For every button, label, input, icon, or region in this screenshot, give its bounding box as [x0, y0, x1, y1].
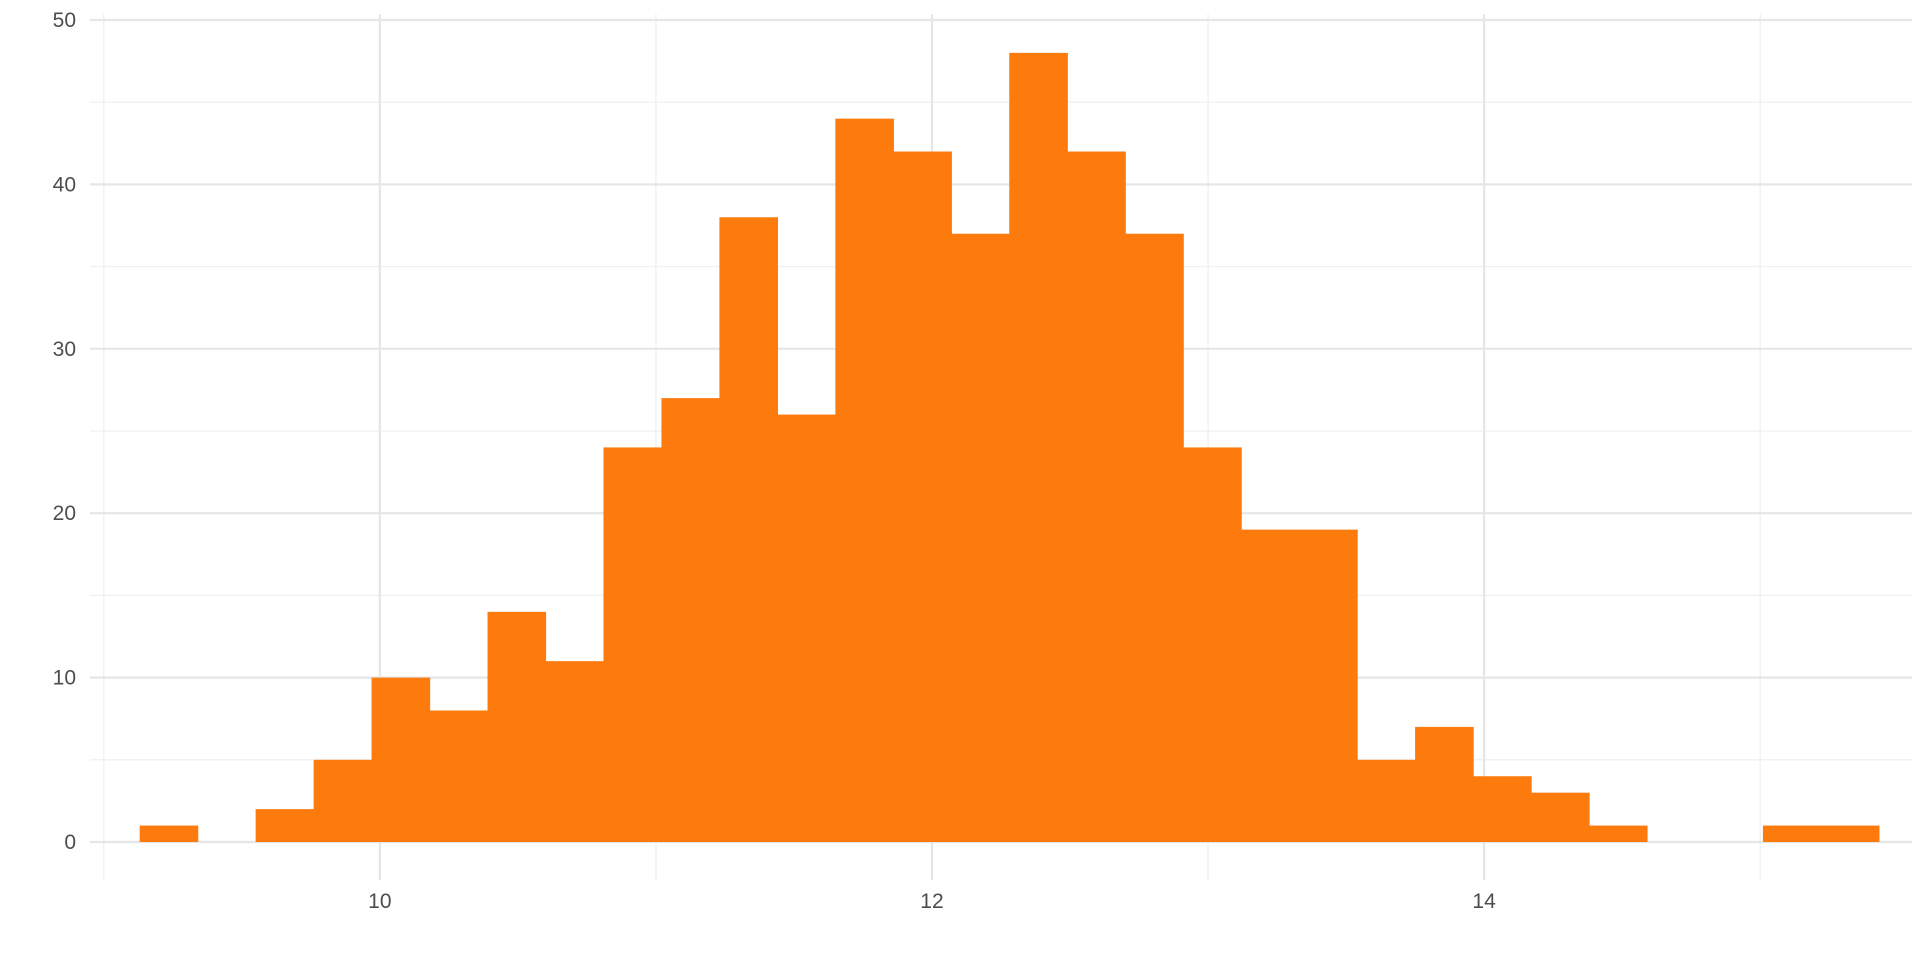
histogram-bar — [1125, 233, 1184, 843]
histogram-bar — [893, 151, 952, 842]
histogram-bar — [1820, 825, 1880, 842]
histogram-bar — [1009, 52, 1068, 842]
y-tick-label: 40 — [53, 173, 76, 196]
histogram-bar — [1183, 447, 1242, 842]
x-tick-label: 12 — [920, 890, 943, 913]
histogram-bar — [1241, 529, 1300, 842]
x-tick-label: 14 — [1472, 890, 1496, 913]
histogram-bar — [255, 809, 315, 842]
histogram-bar — [1299, 529, 1358, 842]
histogram-bar — [603, 447, 663, 842]
y-tick-label: 10 — [53, 667, 76, 690]
histogram-bar — [487, 611, 547, 842]
histogram-bar — [719, 217, 778, 842]
x-tick-label: 10 — [368, 890, 391, 913]
histogram-bar — [777, 414, 836, 842]
histogram-bar — [1762, 825, 1822, 842]
y-tick-label: 30 — [53, 338, 76, 361]
histogram-bar — [1357, 759, 1416, 842]
y-axis-tick-labels: 0 10 20 30 40 50 — [53, 9, 76, 854]
y-tick-label: 0 — [64, 831, 76, 854]
histogram-bar — [139, 825, 199, 842]
histogram-bars — [139, 52, 1880, 843]
histogram-bar — [1415, 726, 1474, 842]
histogram-bar — [951, 233, 1010, 843]
histogram-bar — [545, 661, 605, 842]
histogram-bar — [1067, 151, 1126, 842]
histogram-bar — [1531, 792, 1590, 842]
histogram-bar — [661, 398, 721, 842]
y-tick-label: 20 — [53, 502, 76, 525]
histogram-bar — [429, 710, 489, 842]
y-tick-label: 50 — [53, 9, 76, 32]
x-axis-tick-labels: 10 12 14 — [368, 890, 1496, 913]
histogram-bar — [1473, 776, 1532, 842]
histogram-bar — [835, 118, 894, 842]
histogram-bar — [1589, 825, 1648, 842]
histogram-bar — [313, 759, 373, 842]
histogram-bar — [371, 677, 431, 842]
